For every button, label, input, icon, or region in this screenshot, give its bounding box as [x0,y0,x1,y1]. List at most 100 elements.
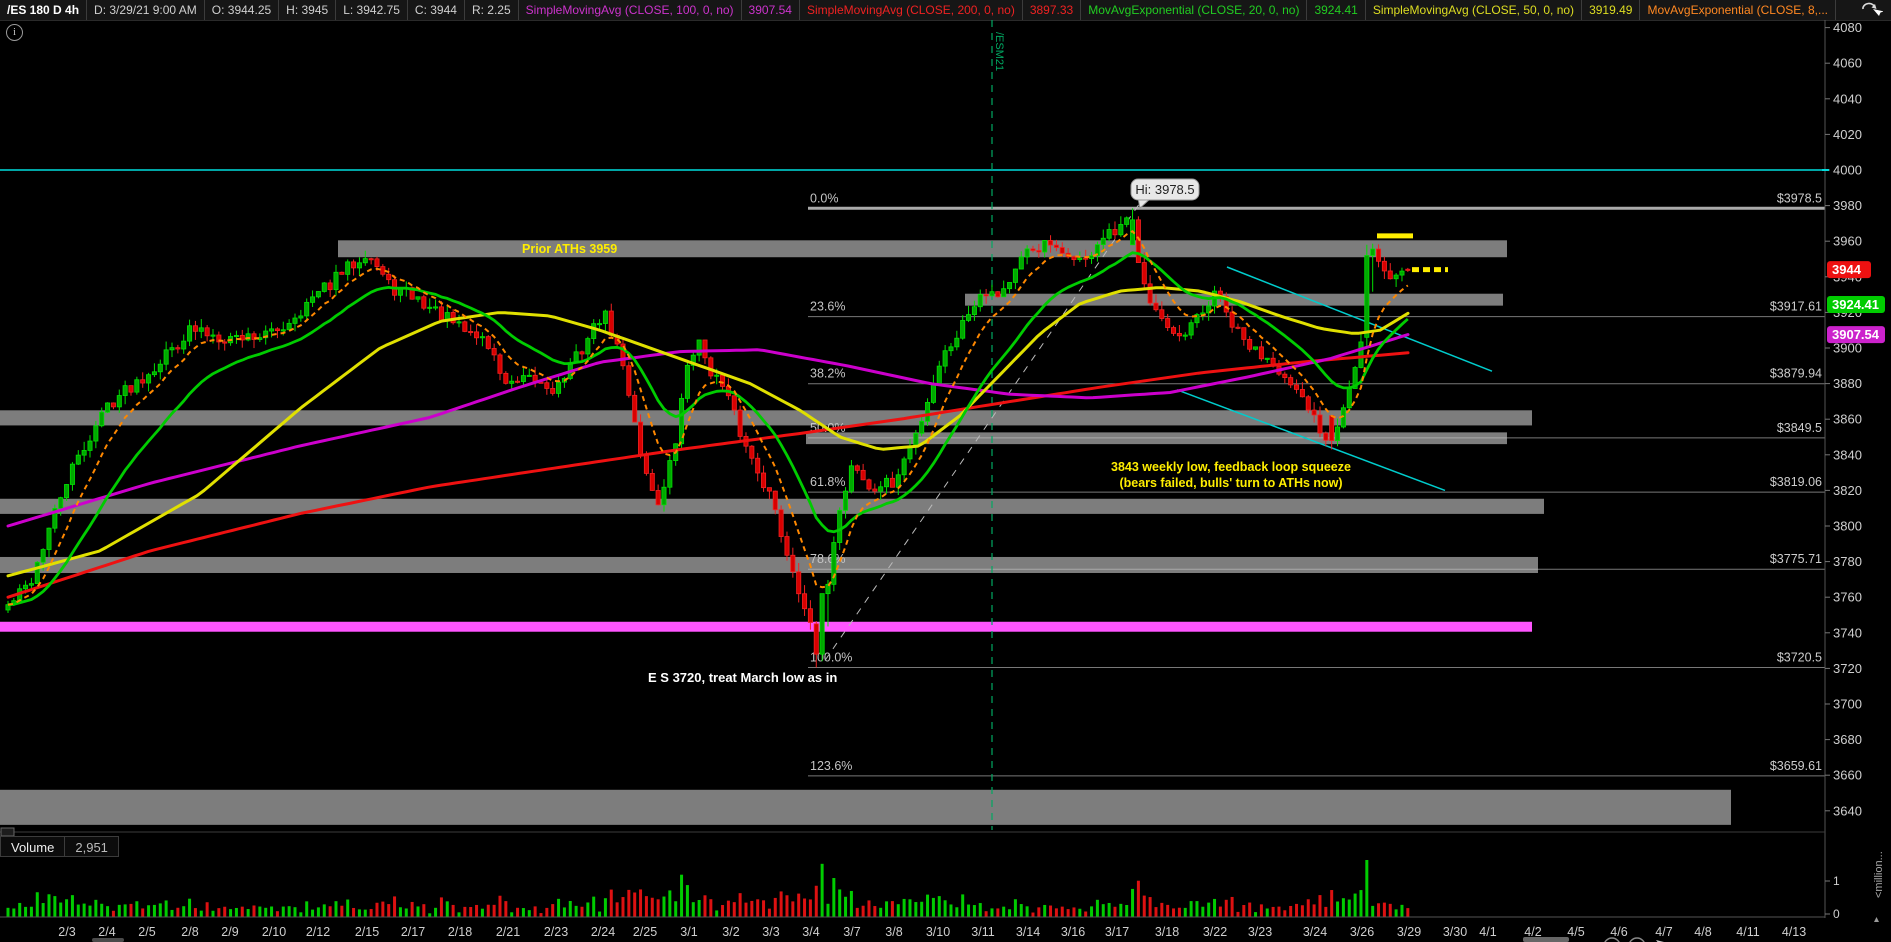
pointer-tool-icon[interactable] [1853,0,1891,20]
volume-bar [926,894,930,917]
candle-body [1288,377,1294,386]
candle-body [75,454,81,465]
volume-bar [1377,903,1381,917]
volume-series[interactable] [6,860,1410,917]
volume-pane-header: Volume 2,951 [0,836,119,857]
volume-bar [94,899,98,917]
volume-bar [170,909,174,917]
high-readout: H: 3945 [279,0,337,20]
volume-bar [270,906,274,917]
volume-bar [785,895,789,917]
date-label: 2/12 [306,925,330,939]
volume-bar [1125,904,1129,917]
study-sma200[interactable]: SimpleMovingAvg (CLOSE, 200, 0, no) [800,0,1023,20]
candle-body [807,608,813,623]
candle-body [204,327,210,337]
volume-bar [82,903,86,917]
candle-body [831,542,837,585]
study-sma50[interactable]: SimpleMovingAvg (CLOSE, 50, 0, no) [1366,0,1583,20]
candle-body [1007,282,1013,290]
date-label: 2/15 [355,925,379,939]
volume-bar [252,905,256,917]
candle-body [930,383,936,403]
channel-upper[interactable] [1226,266,1493,372]
candle-body [122,385,128,396]
zone-support-3778[interactable] [0,556,1538,573]
volume-bar [844,896,848,917]
splitter-handle[interactable] [0,827,15,837]
volume-bar [931,897,935,917]
volume-bar [1283,910,1287,917]
info-icon[interactable]: i [6,24,23,41]
scrollbar-left-nub[interactable] [92,938,124,942]
candle-body [1346,388,1352,409]
volume-bar [205,902,209,917]
squeeze-note-line2[interactable]: (bears failed, bulls' turn to ATHs now) [1119,476,1342,490]
price-axis[interactable]: 4080406040404020400039803960394039203900… [1822,20,1885,918]
candle-body [105,402,111,413]
channel-lower[interactable] [1176,389,1446,492]
volume-bar [1254,912,1258,917]
study-sma100[interactable]: SimpleMovingAvg (CLOSE, 100, 0, no) [519,0,742,20]
zoom-in-icon[interactable] [1629,937,1645,942]
fib-price-label: $3819.06 [1770,475,1822,489]
candle-body [632,394,638,423]
sma100-line[interactable] [6,333,1410,528]
march-low-trendline[interactable] [824,198,1144,661]
candle-body [310,296,316,303]
volume-bar [984,911,988,917]
candle-body [64,484,70,499]
zone-support-3810[interactable] [0,498,1544,514]
symbol-timeframe[interactable]: /ES 180 D 4h [0,0,88,20]
sma50-line[interactable] [6,286,1410,578]
candle-body [1241,327,1247,340]
date-label: 4/5 [1567,925,1584,939]
candle-body [1153,302,1159,311]
date-axis[interactable]: 2/3 2/4 2/5 2/8 2/9 2/10 2/12 2/15 2/17 2/18 2/21 2… [58,917,1879,942]
fib-price-label: $3849.5 [1777,421,1822,435]
volume-bar [258,906,262,917]
zone-prior-aths-zone[interactable] [338,240,1507,258]
date-label: 4/11 [1736,925,1759,939]
zone-magenta-3743[interactable] [0,621,1532,632]
candle-body [198,327,204,332]
ema8-line[interactable] [7,230,1409,606]
squeeze-note-line1[interactable]: 3843 weekly low, feedback loop squeeze [1111,460,1351,474]
ema20-line[interactable] [7,251,1409,607]
candle-body [169,347,175,351]
volume-bar [873,906,877,917]
volume-bar [896,904,900,917]
volume-bar [961,894,965,917]
price-tick-label: 3740 [1833,625,1862,640]
volume-bar [1113,906,1117,917]
sma200-line[interactable] [6,351,1410,599]
candlestick-series[interactable] [5,208,1411,668]
volume-bar [135,901,139,917]
candle-body [790,554,796,573]
scrollbar-thumb[interactable] [1523,937,1569,942]
volume-bar [193,908,197,917]
study-ema20[interactable]: MovAvgExponential (CLOSE, 20, 0, no) [1081,0,1308,20]
high-tooltip: Hi: 3978.5 [1130,178,1200,209]
volume-bar [1095,899,1099,917]
candle-body [1053,244,1059,248]
volume-bar [539,913,543,917]
fib-pct-label: 61.8% [810,475,845,489]
volume-bar [1330,890,1334,917]
candle-body [491,348,497,356]
volume-bar [621,897,625,917]
prior-aths-label[interactable]: Prior ATHs 3959 [522,242,617,256]
volume-bar [1013,899,1017,917]
candle-body [263,330,269,339]
price-tick-label: 4040 [1833,91,1862,106]
march-low-note[interactable]: E S 3720, treat March low as in [648,670,837,685]
zoom-out-icon[interactable] [1604,937,1620,942]
zone-support-3860[interactable] [0,410,1532,426]
zone-support-3640[interactable] [0,789,1731,825]
volume-label[interactable]: Volume [0,836,66,857]
study-ema8[interactable]: MovAvgExponential (CLOSE, 8,... [1640,0,1836,20]
badge-bg [1827,296,1885,314]
axis-corner-arrow-icon[interactable] [1874,917,1879,922]
